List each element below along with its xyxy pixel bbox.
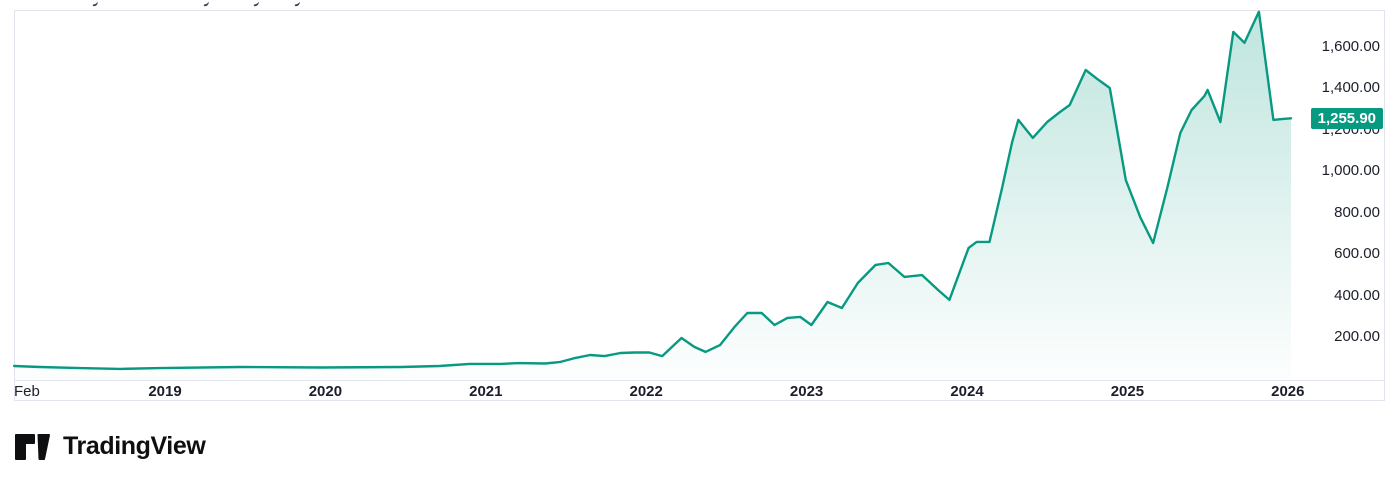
- price-axis-label: 400.00: [1334, 286, 1380, 304]
- price-axis-label: 200.00: [1334, 328, 1380, 345]
- time-axis-label: 2026: [1271, 383, 1305, 400]
- price-axis-label: 1,400.00: [1321, 79, 1380, 97]
- time-axis-label: 2023: [789, 383, 824, 400]
- time-axis-label: 2025: [1110, 383, 1145, 400]
- tradingview-logo-text: TradingView: [63, 432, 206, 460]
- time-axis-label: 2021: [469, 383, 503, 400]
- price-axis-label: 600.00: [1334, 245, 1380, 263]
- tradingview-logo[interactable]: TradingView: [15, 432, 206, 461]
- area-series-fill: [14, 11, 1292, 380]
- time-axis-label: Feb: [14, 383, 40, 400]
- time-axis-label: 2020: [308, 383, 343, 400]
- price-axis-label: 800.00: [1334, 203, 1380, 221]
- price-line: [13, 10, 1293, 371]
- time-axis-label: 2024: [950, 383, 984, 400]
- time-axis-label: 2022: [629, 383, 663, 400]
- time-axis-label: 2019: [148, 383, 182, 400]
- last-price-badge: 1,255.90: [1310, 107, 1383, 129]
- price-axis-label: 1,000.00: [1321, 162, 1380, 180]
- tradingview-logo-icon: [15, 433, 50, 460]
- price-axis-label: 1,600.00: [1321, 38, 1380, 55]
